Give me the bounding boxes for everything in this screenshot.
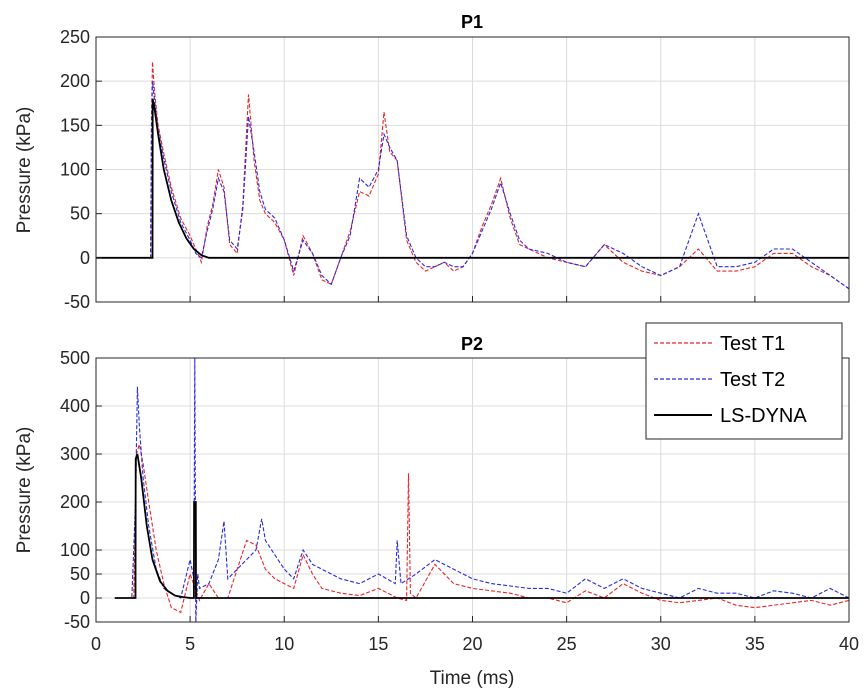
p1-ytick-label: 200 xyxy=(60,71,90,91)
p2-xtick-label: 20 xyxy=(462,634,482,654)
p1-ytick-label: 0 xyxy=(80,248,90,268)
legend-label: LS-DYNA xyxy=(720,405,807,427)
p2-xtick-label: 35 xyxy=(745,634,765,654)
p2-ytick-label: -50 xyxy=(64,612,90,632)
p2-ytick-label: 0 xyxy=(80,588,90,608)
p2-title: P2 xyxy=(461,334,483,354)
p2-series-ls-dyna xyxy=(114,453,849,599)
p2-xtick-label: 10 xyxy=(274,634,294,654)
p2-series xyxy=(114,358,849,622)
p2-xtick-label: 40 xyxy=(839,634,859,654)
p2-ytick-label: 200 xyxy=(60,492,90,512)
legend: Test T1 Test T2 LS-DYNA xyxy=(645,322,843,440)
p1-ytick-label: -50 xyxy=(64,292,90,312)
p1-ytick-label: 150 xyxy=(60,115,90,135)
p2-series-test-t1 xyxy=(114,444,849,614)
p1-title: P1 xyxy=(461,12,483,32)
p2-ytick-label: 500 xyxy=(60,348,90,368)
p2-xtick-label: 30 xyxy=(651,634,671,654)
legend-box xyxy=(645,322,843,440)
p2-xtick-label: 15 xyxy=(368,634,388,654)
p2-ytick-label: 300 xyxy=(60,444,90,464)
p1-series xyxy=(96,61,849,290)
p1-ytick-label: 250 xyxy=(60,27,90,47)
p1-ylabel: Pressure (kPa) xyxy=(14,107,35,234)
p2-xlabel: Time (ms) xyxy=(430,668,515,689)
p2-xtick-label: 5 xyxy=(185,634,195,654)
p1-ytick-label: 50 xyxy=(70,204,90,224)
p2-ylabel: Pressure (kPa) xyxy=(14,427,35,554)
p2-ytick-label: 50 xyxy=(70,564,90,584)
p1-series-test-t1 xyxy=(96,61,849,290)
legend-label: Test T2 xyxy=(720,369,785,391)
p1-series-ls-dyna xyxy=(96,98,849,259)
p2-ytick-label: 100 xyxy=(60,540,90,560)
p1-ytick-label: 100 xyxy=(60,160,90,180)
p2-xtick-label: 0 xyxy=(91,634,101,654)
legend-label: Test T1 xyxy=(720,333,785,355)
panel-p1: 250 200 150 100 50 0 -50 P1 Pressure (kPa) xyxy=(14,12,850,312)
p2-xtick-label: 25 xyxy=(557,634,577,654)
p1-series-test-t2 xyxy=(96,81,849,290)
p1-ticks: 250 200 150 100 50 0 -50 xyxy=(60,27,850,312)
p2-ytick-label: 400 xyxy=(60,396,90,416)
